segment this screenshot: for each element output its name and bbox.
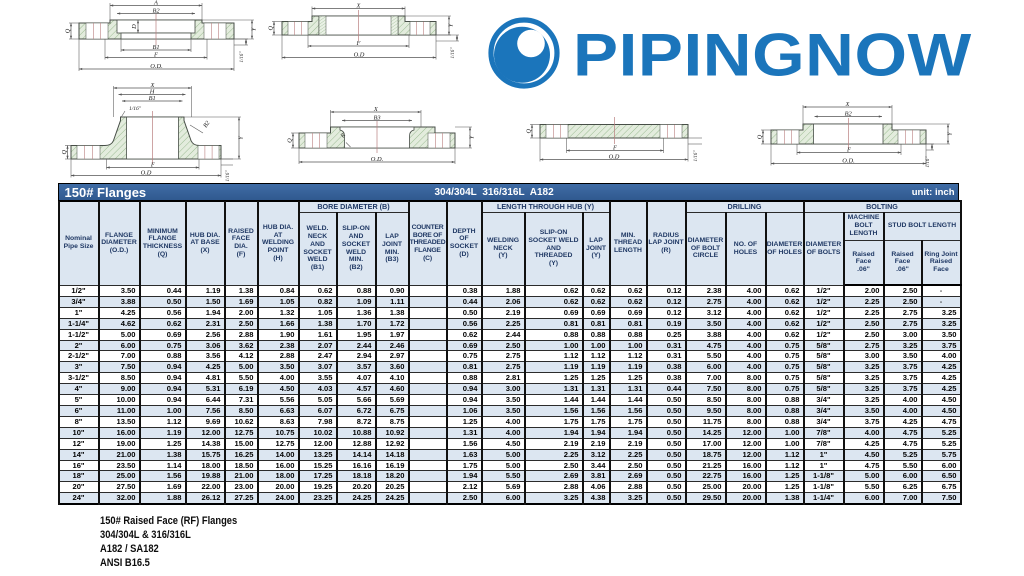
svg-text:Q: Q: [268, 26, 275, 31]
svg-text:1/16": 1/16": [694, 150, 699, 162]
svg-text:F: F: [153, 51, 158, 58]
svg-text:Y: Y: [238, 135, 245, 140]
svg-text:O.D: O.D: [609, 153, 620, 160]
svg-text:B2: B2: [152, 7, 160, 14]
svg-text:Q: Q: [526, 129, 533, 134]
svg-text:Q: Q: [757, 134, 764, 139]
svg-text:R: R: [339, 132, 347, 140]
svg-text:X: X: [356, 2, 362, 9]
svg-text:1/16": 1/16": [129, 106, 142, 112]
svg-text:O.D: O.D: [141, 169, 152, 176]
svg-text:F: F: [150, 161, 155, 168]
svg-text:Y: Y: [469, 134, 476, 139]
svg-text:A: A: [153, 0, 158, 6]
svg-text:Q: Q: [287, 138, 294, 143]
svg-text:1/16": 1/16": [240, 51, 245, 63]
svg-text:X: X: [373, 106, 379, 113]
svg-text:D: D: [131, 24, 138, 30]
svg-text:1/16": 1/16": [926, 156, 931, 168]
svg-text:PIPINGNOW: PIPINGNOW: [573, 21, 972, 89]
svg-text:X: X: [150, 82, 156, 89]
svg-text:F: F: [846, 146, 851, 153]
svg-text:O.D.: O.D.: [371, 156, 384, 163]
svg-text:1/16": 1/16": [226, 170, 231, 182]
svg-text:B2: B2: [845, 110, 853, 117]
svg-text:Y: Y: [251, 26, 258, 31]
svg-text:B2: B2: [203, 120, 212, 129]
svg-text:O.D.: O.D.: [842, 157, 855, 164]
svg-text:Y: Y: [448, 22, 455, 27]
svg-text:Q: Q: [61, 150, 68, 155]
svg-text:F: F: [612, 144, 617, 151]
svg-text:1/16": 1/16": [451, 47, 456, 59]
svg-text:B3: B3: [373, 114, 380, 121]
svg-text:X: X: [845, 101, 851, 108]
svg-text:F: F: [356, 40, 361, 47]
svg-text:Q: Q: [65, 28, 72, 33]
svg-text:O.D.: O.D.: [150, 63, 163, 70]
svg-text:B1: B1: [149, 95, 156, 102]
svg-text:B1: B1: [152, 44, 159, 51]
svg-text:H: H: [149, 88, 155, 95]
svg-text:Y: Y: [947, 131, 954, 136]
svg-text:O.D: O.D: [354, 51, 365, 58]
